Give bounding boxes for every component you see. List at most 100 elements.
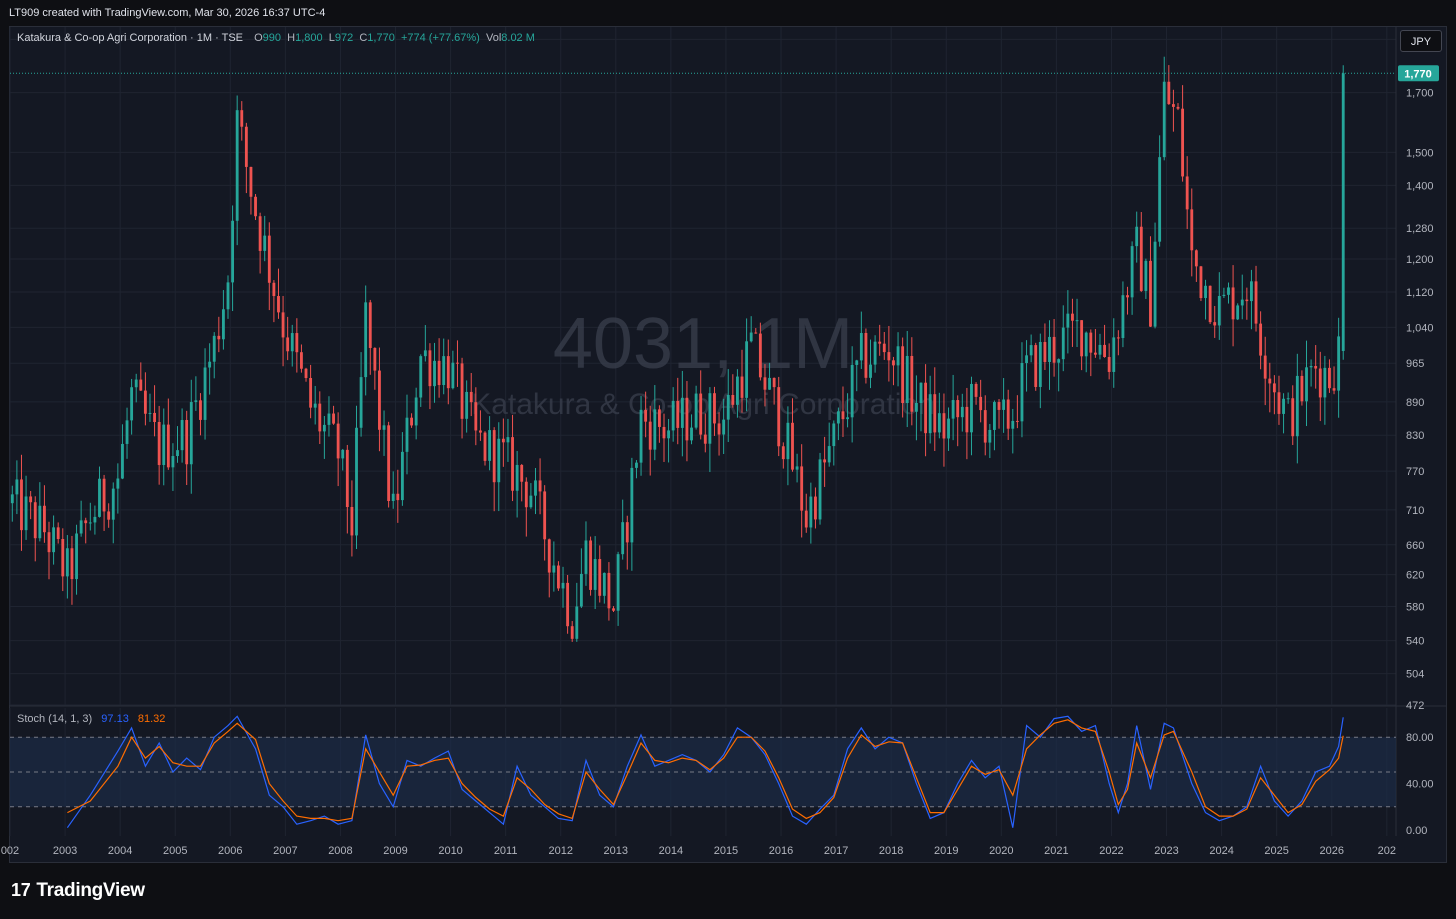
candle xyxy=(1199,265,1203,302)
tradingview-brand[interactable]: 17 TradingView xyxy=(11,880,145,902)
chart-frame[interactable] xyxy=(9,26,1447,863)
time-tick-label: 2007 xyxy=(273,845,297,857)
candle xyxy=(873,335,877,373)
candle xyxy=(162,408,166,486)
candle xyxy=(1185,156,1189,230)
candle xyxy=(1080,320,1084,371)
candle xyxy=(322,415,326,459)
candle xyxy=(451,350,455,390)
candle-body xyxy=(1061,327,1065,360)
candle-body xyxy=(497,438,501,483)
candle xyxy=(690,414,693,445)
candle-body xyxy=(1263,355,1267,379)
candle-body xyxy=(208,361,212,368)
candle xyxy=(350,480,354,557)
candle xyxy=(836,407,840,441)
candle xyxy=(928,375,932,444)
candle xyxy=(332,405,335,425)
candle xyxy=(446,339,450,405)
candle-body xyxy=(88,522,92,524)
candle-body xyxy=(515,464,519,491)
candle-body xyxy=(24,496,28,531)
candle-body xyxy=(800,466,804,511)
candle-body xyxy=(350,506,354,536)
candle xyxy=(846,393,849,428)
high-value: 1,800 xyxy=(295,32,323,44)
candle-body xyxy=(713,393,716,424)
candle xyxy=(249,166,253,215)
candle-body xyxy=(309,377,313,408)
candle xyxy=(1240,274,1244,320)
candle xyxy=(368,299,372,375)
candle xyxy=(437,338,441,398)
watermark-symbol: 4031, 1M xyxy=(553,304,853,384)
candle xyxy=(1034,342,1038,391)
candle xyxy=(1277,375,1281,425)
candle-body xyxy=(667,430,671,439)
candle-body xyxy=(157,421,161,465)
candle-body xyxy=(15,479,19,495)
candle-body xyxy=(543,491,547,540)
candle-body xyxy=(657,409,661,427)
price-tick-label: 1,120 xyxy=(1406,287,1434,299)
candle-body xyxy=(1139,226,1143,291)
candle xyxy=(1107,343,1111,380)
candle xyxy=(795,453,799,483)
candle xyxy=(735,369,739,418)
candle-body xyxy=(547,539,551,573)
candle-body xyxy=(391,493,395,502)
watermark-name: Katakura & Co-op Agri Corporation xyxy=(471,388,935,421)
candle xyxy=(997,398,1001,429)
candle xyxy=(1300,370,1304,406)
candle xyxy=(621,499,625,560)
candle xyxy=(176,426,179,463)
candle xyxy=(855,359,859,392)
candle xyxy=(263,215,267,262)
candle-body xyxy=(1006,399,1010,429)
candle xyxy=(88,502,92,531)
candle-body xyxy=(56,527,60,539)
candle-body xyxy=(1038,342,1042,387)
candle-body xyxy=(836,411,840,424)
candle xyxy=(662,413,666,462)
candle-body xyxy=(924,382,928,434)
candle-body xyxy=(1011,420,1015,429)
candle-body xyxy=(768,377,771,390)
candle xyxy=(189,379,193,494)
time-tick-label: 2026 xyxy=(1320,845,1344,857)
candle-body xyxy=(671,400,675,431)
open-value: 990 xyxy=(262,32,281,44)
candle xyxy=(345,444,349,534)
close-label: C xyxy=(359,32,368,44)
candle-body xyxy=(579,573,583,607)
candle xyxy=(378,347,381,452)
candle-body xyxy=(446,356,450,389)
candle-body xyxy=(359,377,363,428)
candle-body xyxy=(199,400,202,420)
candle xyxy=(804,493,808,533)
currency-button[interactable]: JPY xyxy=(1400,30,1442,52)
candle-body xyxy=(1052,336,1056,363)
candle-body xyxy=(1213,322,1217,326)
symbol-title: Katakura & Co-op Agri Corporation · 1M ·… xyxy=(17,32,244,44)
candle xyxy=(896,332,900,387)
candle-body xyxy=(630,467,634,543)
time-tick-label: 2003 xyxy=(53,845,77,857)
candle-body xyxy=(42,505,46,533)
candle-body xyxy=(552,565,556,573)
candle-body xyxy=(258,216,262,251)
price-tick-label: 540 xyxy=(1406,636,1424,648)
candle xyxy=(758,322,762,381)
candle-body xyxy=(185,420,189,465)
candle xyxy=(524,477,528,537)
candle-body xyxy=(33,502,37,539)
candle-body xyxy=(896,346,900,366)
candle-body xyxy=(148,412,152,414)
candle xyxy=(286,316,290,361)
candle xyxy=(887,325,891,382)
candle-body xyxy=(98,478,101,517)
candle-body xyxy=(653,409,657,450)
candle xyxy=(1305,340,1308,427)
candle xyxy=(777,376,781,457)
